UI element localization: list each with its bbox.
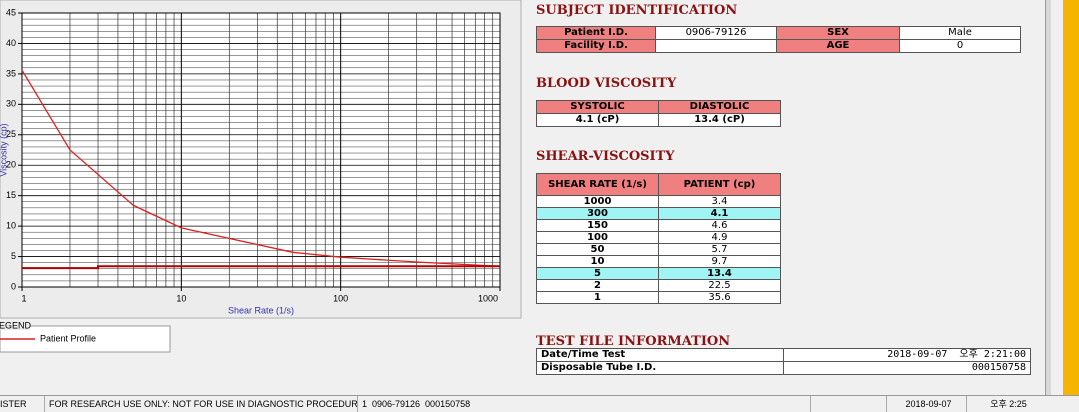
cell: 10	[536, 255, 659, 268]
status-cell: ISTER	[0, 399, 27, 409]
status-border	[0, 395, 1079, 396]
cell: 4.1	[658, 207, 781, 220]
status-cell: FOR RESEARCH USE ONLY: NOT FOR USE IN DI…	[44, 396, 357, 412]
y-tick-label: 40	[6, 38, 16, 48]
shear-table: SHEAR RATE (1/s) PATIENT (cp) 1000 3.4 300 4…	[536, 173, 781, 304]
section-title: SUBJECT IDENTIFICATION	[536, 3, 738, 18]
plot-frame	[21, 12, 501, 288]
section-title: SHEAR-VISCOSITY	[536, 149, 675, 164]
cell: 100	[536, 231, 659, 244]
cell: PATIENT (cp)	[658, 173, 781, 196]
status-cell: 오후 2:25	[966, 396, 1046, 412]
cell: 0906-79126	[655, 26, 777, 40]
chart-panel: 0 5 10 15 20 25 30 35 40 45 1 10 100 1000 Shear Rate (…	[0, 0, 522, 353]
y-tick-label: 25	[6, 129, 16, 139]
table-row: 300 4.1	[536, 207, 781, 220]
y-axis-label: Viscosity (cp)	[0, 123, 8, 176]
x-tick-label: 1000	[478, 293, 498, 303]
cell: 3.4	[658, 195, 781, 208]
x-tick-label: 1	[21, 293, 26, 303]
cell: 1	[536, 291, 659, 304]
cell: 13.4	[658, 267, 781, 280]
cell: 300	[536, 207, 659, 220]
cell: Facility I.D.	[536, 39, 656, 53]
cell: 000150758	[783, 361, 1031, 375]
data-line	[22, 265, 500, 270]
cell: 2018-09-07 오후 2:21:00	[783, 348, 1031, 362]
cell: 13.4 (cP)	[658, 113, 781, 127]
data-line	[21, 69, 501, 267]
y-tick-label: 10	[6, 220, 16, 230]
cell: 150	[536, 219, 659, 232]
y-tick-label: 5	[11, 251, 16, 261]
divider	[1045, 0, 1051, 396]
status-cell: 2018-09-07	[886, 396, 966, 412]
table-row: 2 22.5	[536, 279, 781, 292]
legend-title: LEGEND	[0, 320, 32, 330]
cell: Date/Time Test	[536, 348, 784, 362]
table-row: 1 35.6	[536, 291, 781, 304]
cell: 35.6	[658, 291, 781, 304]
y-tick-label: 35	[6, 68, 16, 78]
cell: 5	[536, 267, 659, 280]
cell: 4.6	[658, 219, 781, 232]
cell: SHEAR RATE (1/s)	[536, 173, 659, 196]
test-file-table: Date/Time Test 2018-09-07 오후 2:21:00 Disp…	[536, 348, 1031, 375]
table-row: 150 4.6	[536, 219, 781, 232]
cell: 0	[899, 39, 1021, 53]
table-row: 50 5.7	[536, 243, 781, 256]
cell: AGE	[776, 39, 900, 53]
x-axis-label: Shear Rate (1/s)	[228, 305, 294, 315]
cell: 4.1 (cP)	[536, 113, 659, 127]
x-tick-label: 100	[333, 293, 348, 303]
blood-table: SYSTOLIC DIASTOLIC 4.1 (cP) 13.4 (cP)	[536, 100, 781, 127]
status-cell	[810, 396, 886, 412]
cell: 5.7	[658, 243, 781, 256]
cell	[655, 39, 777, 53]
status-cell: 1 0906-79126 000150758	[357, 396, 810, 412]
table-row: 5 13.4	[536, 267, 781, 280]
cell: 4.9	[658, 231, 781, 244]
cell: 22.5	[658, 279, 781, 292]
y-tick-label: 15	[6, 190, 16, 200]
y-tick-label: 30	[6, 99, 16, 109]
table-row: 10 9.7	[536, 255, 781, 268]
y-tick-label: 0	[11, 281, 16, 291]
scrollbar[interactable]	[1063, 0, 1079, 396]
cell: Male	[899, 26, 1021, 40]
cell: Disposable Tube I.D.	[536, 361, 784, 375]
cell: SEX	[776, 26, 900, 40]
cell: 1000	[536, 195, 659, 208]
plot-area	[22, 13, 500, 287]
cell: 50	[536, 243, 659, 256]
section-title: BLOOD VISCOSITY	[536, 76, 677, 91]
cell: 2	[536, 279, 659, 292]
legend-label: Patient Profile	[40, 333, 96, 343]
y-tick-label: 20	[6, 160, 16, 170]
cell: DIASTOLIC	[658, 100, 781, 114]
y-tick-label: 45	[6, 7, 16, 17]
cell: Patient I.D.	[536, 26, 656, 40]
table-row: 100 4.9	[536, 231, 781, 244]
cell: SYSTOLIC	[536, 100, 659, 114]
section-title: TEST FILE INFORMATION	[536, 334, 731, 349]
x-tick-label: 10	[176, 293, 186, 303]
table-row: 1000 3.4	[536, 195, 781, 208]
subject-table: Patient I.D. 0906-79126 SEX Male Facility I…	[536, 26, 1021, 53]
legend-title-bg	[0, 321, 30, 330]
cell: 9.7	[658, 255, 781, 268]
